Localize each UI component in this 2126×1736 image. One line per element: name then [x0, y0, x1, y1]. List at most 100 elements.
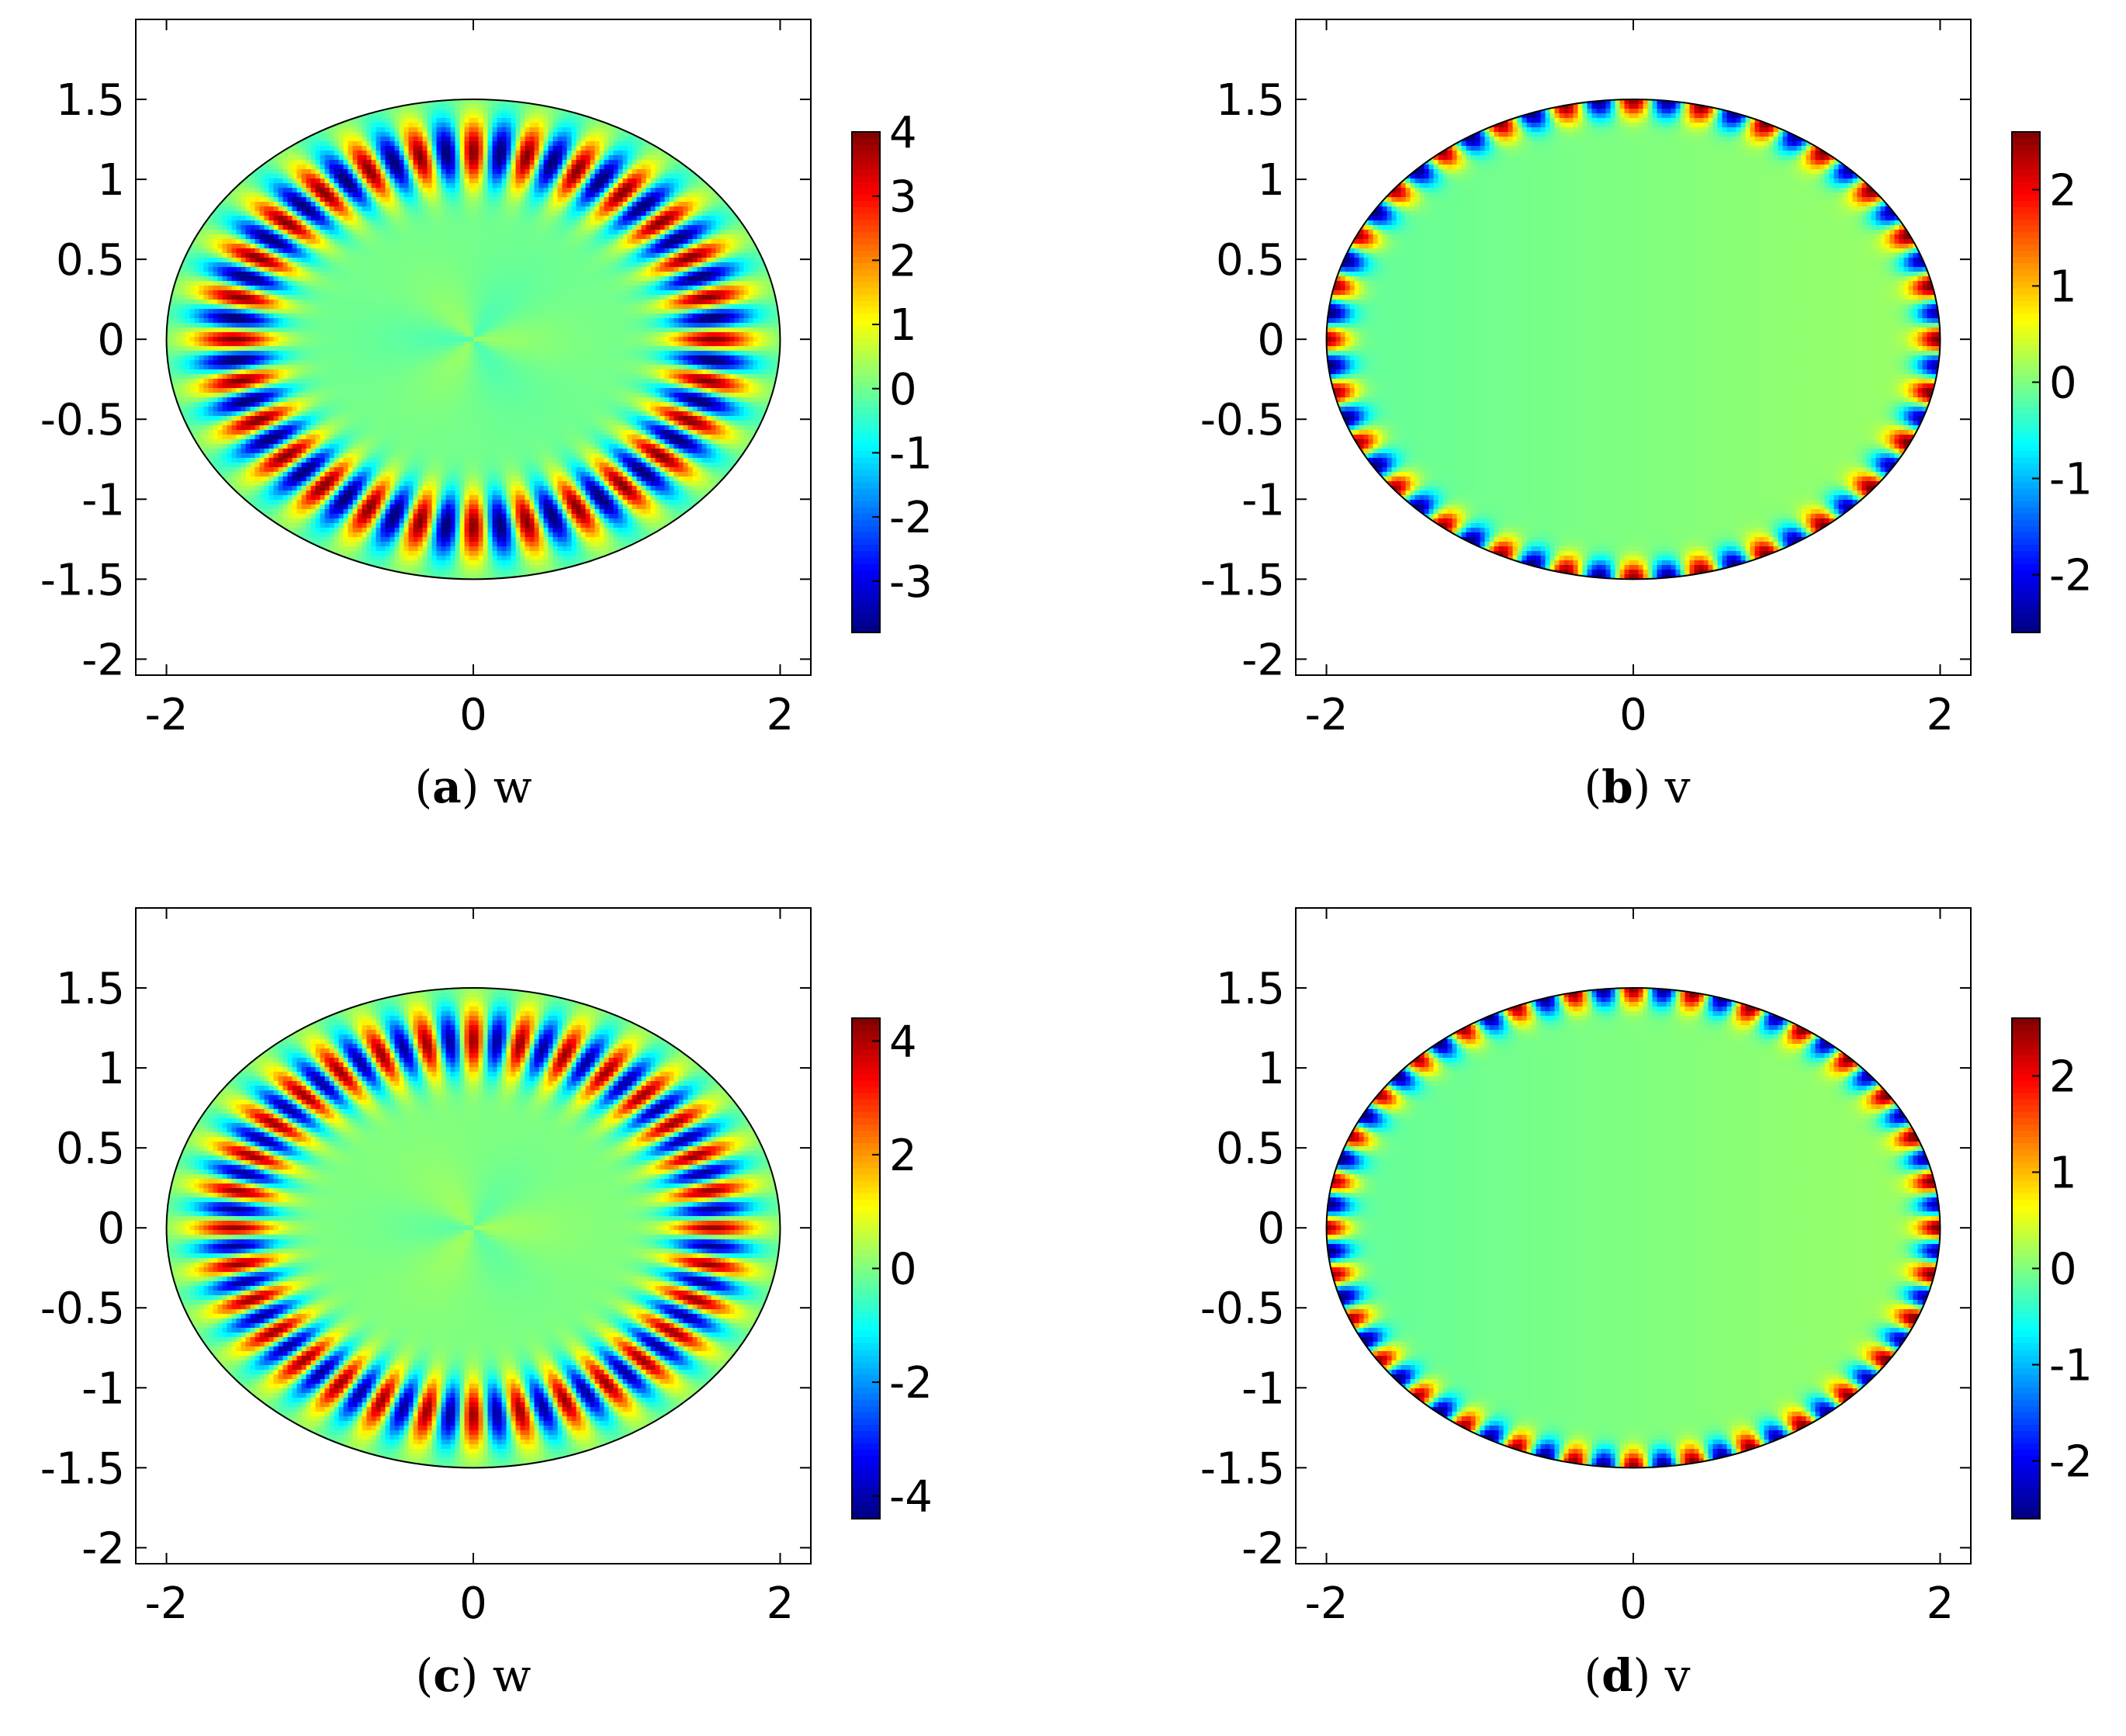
heat-cell: [431, 178, 438, 184]
heat-cell: [571, 197, 577, 203]
heat-cell: [371, 262, 377, 268]
heat-cell: [464, 132, 470, 137]
heat-cell: [473, 141, 480, 147]
heat-cell: [673, 314, 680, 319]
heat-cell: [557, 174, 563, 179]
heat-cell: [483, 169, 489, 175]
heat-cell: [664, 290, 670, 296]
heat-cell: [641, 132, 647, 137]
heat-cell: [185, 286, 191, 291]
heat-cell: [534, 160, 540, 165]
heat-cell: [403, 225, 410, 230]
heat-cell: [338, 151, 345, 156]
heat-cell: [413, 118, 419, 123]
heat-cell: [301, 160, 307, 165]
heat-cell: [315, 309, 321, 314]
heat-cell: [241, 230, 247, 235]
heat-cell: [166, 286, 172, 291]
heat-cell: [538, 276, 545, 282]
heat-cell: [357, 174, 363, 179]
heat-cell: [399, 225, 405, 230]
heat-cell: [310, 160, 317, 165]
heat-cell: [697, 183, 703, 189]
heat-cell: [445, 267, 452, 272]
heat-cell: [343, 216, 349, 221]
heat-cell: [222, 206, 228, 212]
heat-cell: [292, 286, 298, 291]
heat-cell: [487, 160, 493, 165]
heat-cell: [487, 276, 493, 282]
heat-cell: [692, 188, 698, 193]
heat-cell: [222, 216, 228, 221]
heat-cell: [185, 309, 191, 314]
heat-cell: [739, 295, 745, 300]
heat-cell: [445, 174, 452, 179]
heat-cell: [268, 300, 275, 305]
heat-cell: [371, 244, 377, 249]
heat-cell: [231, 244, 237, 249]
heat-cell: [557, 127, 563, 133]
heat-cell: [646, 192, 652, 198]
heat-cell: [217, 234, 223, 240]
heat-cell: [641, 174, 647, 179]
heat-cell: [217, 314, 223, 319]
heat-cell: [422, 281, 428, 286]
heat-cell: [408, 244, 414, 249]
heat-cell: [543, 216, 549, 221]
heat-cell: [455, 318, 461, 324]
heat-cell: [673, 304, 680, 310]
heat-cell: [199, 272, 205, 277]
heat-cell: [445, 118, 452, 123]
heat-cell: [213, 300, 219, 305]
heat-cell: [245, 202, 251, 207]
heat-cell: [236, 281, 242, 286]
heat-cell: [352, 239, 358, 244]
heat-cell: [664, 165, 670, 170]
heat-cell: [487, 183, 493, 189]
heat-cell: [436, 248, 442, 254]
heat-cell: [636, 192, 642, 198]
heat-cell: [296, 230, 303, 235]
heat-cell: [739, 267, 745, 272]
heat-cell: [282, 300, 289, 305]
heat-cell: [487, 216, 493, 221]
heat-cell: [175, 318, 182, 324]
heat-cell: [492, 160, 498, 165]
heat-cell: [329, 165, 335, 170]
heat-cell: [441, 281, 447, 286]
heat-cell: [464, 276, 470, 282]
heat-cell: [245, 258, 251, 263]
heat-cell: [348, 174, 354, 179]
heat-cell: [264, 318, 270, 324]
heat-cell: [487, 113, 493, 119]
heat-cell: [673, 286, 680, 291]
heat-cell: [757, 239, 763, 244]
heat-cell: [390, 276, 396, 282]
heat-cell: [748, 248, 754, 254]
heat-cell: [660, 192, 666, 198]
heat-cell: [306, 295, 312, 300]
heat-cell: [194, 318, 200, 324]
heat-cell: [618, 174, 624, 179]
heat-cell: [236, 234, 242, 240]
heat-cell: [390, 141, 396, 147]
heat-cell: [352, 151, 358, 156]
heat-cell: [548, 300, 554, 305]
heat-cell: [566, 104, 573, 109]
heat-cell: [664, 230, 670, 235]
heat-cell: [525, 160, 531, 165]
heat-cell: [515, 234, 521, 240]
heat-cell: [497, 276, 503, 282]
heat-cell: [203, 267, 209, 272]
heat-cell: [376, 248, 382, 254]
heat-cell: [236, 192, 242, 198]
heat-cell: [711, 290, 717, 296]
heat-cell: [222, 234, 228, 240]
heat-cell: [483, 109, 489, 114]
heat-cell: [538, 151, 545, 156]
heat-cell: [497, 202, 503, 207]
heat-cell: [492, 211, 498, 217]
heat-cell: [264, 304, 270, 310]
heat-cell: [403, 276, 410, 282]
heat-cell: [599, 211, 605, 217]
